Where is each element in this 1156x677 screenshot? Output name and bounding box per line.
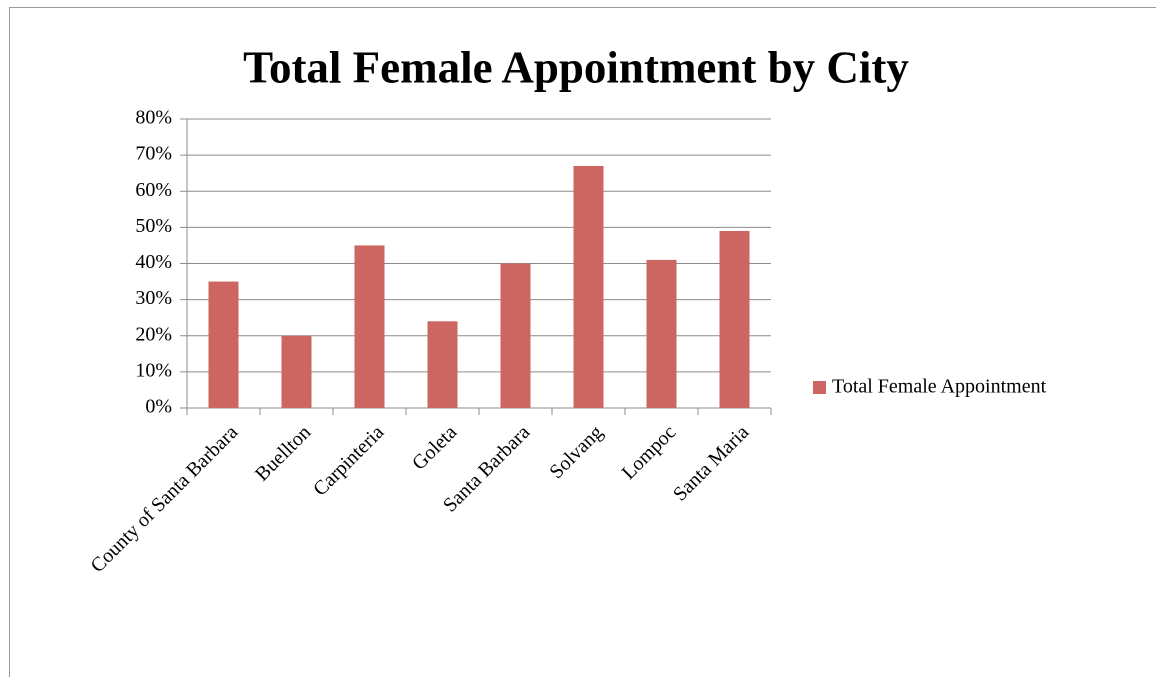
x-tick-label: Buellton xyxy=(251,421,315,485)
y-tick-label: 40% xyxy=(135,251,172,273)
x-tick-label: County of Santa Barbara xyxy=(87,421,243,577)
y-tick-label: 50% xyxy=(135,215,172,237)
legend-swatch xyxy=(813,381,826,394)
y-tick-label: 20% xyxy=(135,323,172,345)
y-tick-label: 80% xyxy=(135,107,172,129)
bar xyxy=(500,263,531,408)
y-tick-label: 10% xyxy=(135,359,172,381)
bar xyxy=(354,245,385,408)
x-tick-label: Solvang xyxy=(545,421,607,483)
bar xyxy=(208,281,239,408)
y-tick-label: 30% xyxy=(135,287,172,309)
bar xyxy=(646,259,677,408)
bar xyxy=(427,321,458,408)
y-tick-label: 70% xyxy=(135,143,172,165)
bar xyxy=(281,335,312,408)
y-tick-label: 60% xyxy=(135,179,172,201)
chart-frame xyxy=(9,7,1156,677)
y-tick-label: 0% xyxy=(145,396,172,418)
x-tick-label: Goleta xyxy=(408,421,461,474)
x-tick-label: Carpinteria xyxy=(309,421,388,500)
chart-title: Total Female Appointment by City xyxy=(243,42,909,92)
legend-label: Total Female Appointment xyxy=(832,376,1047,398)
bar xyxy=(573,165,604,408)
x-tick-label: Lompoc xyxy=(618,421,681,484)
x-tick-label: Santa Maria xyxy=(669,421,753,505)
bar xyxy=(719,230,750,408)
